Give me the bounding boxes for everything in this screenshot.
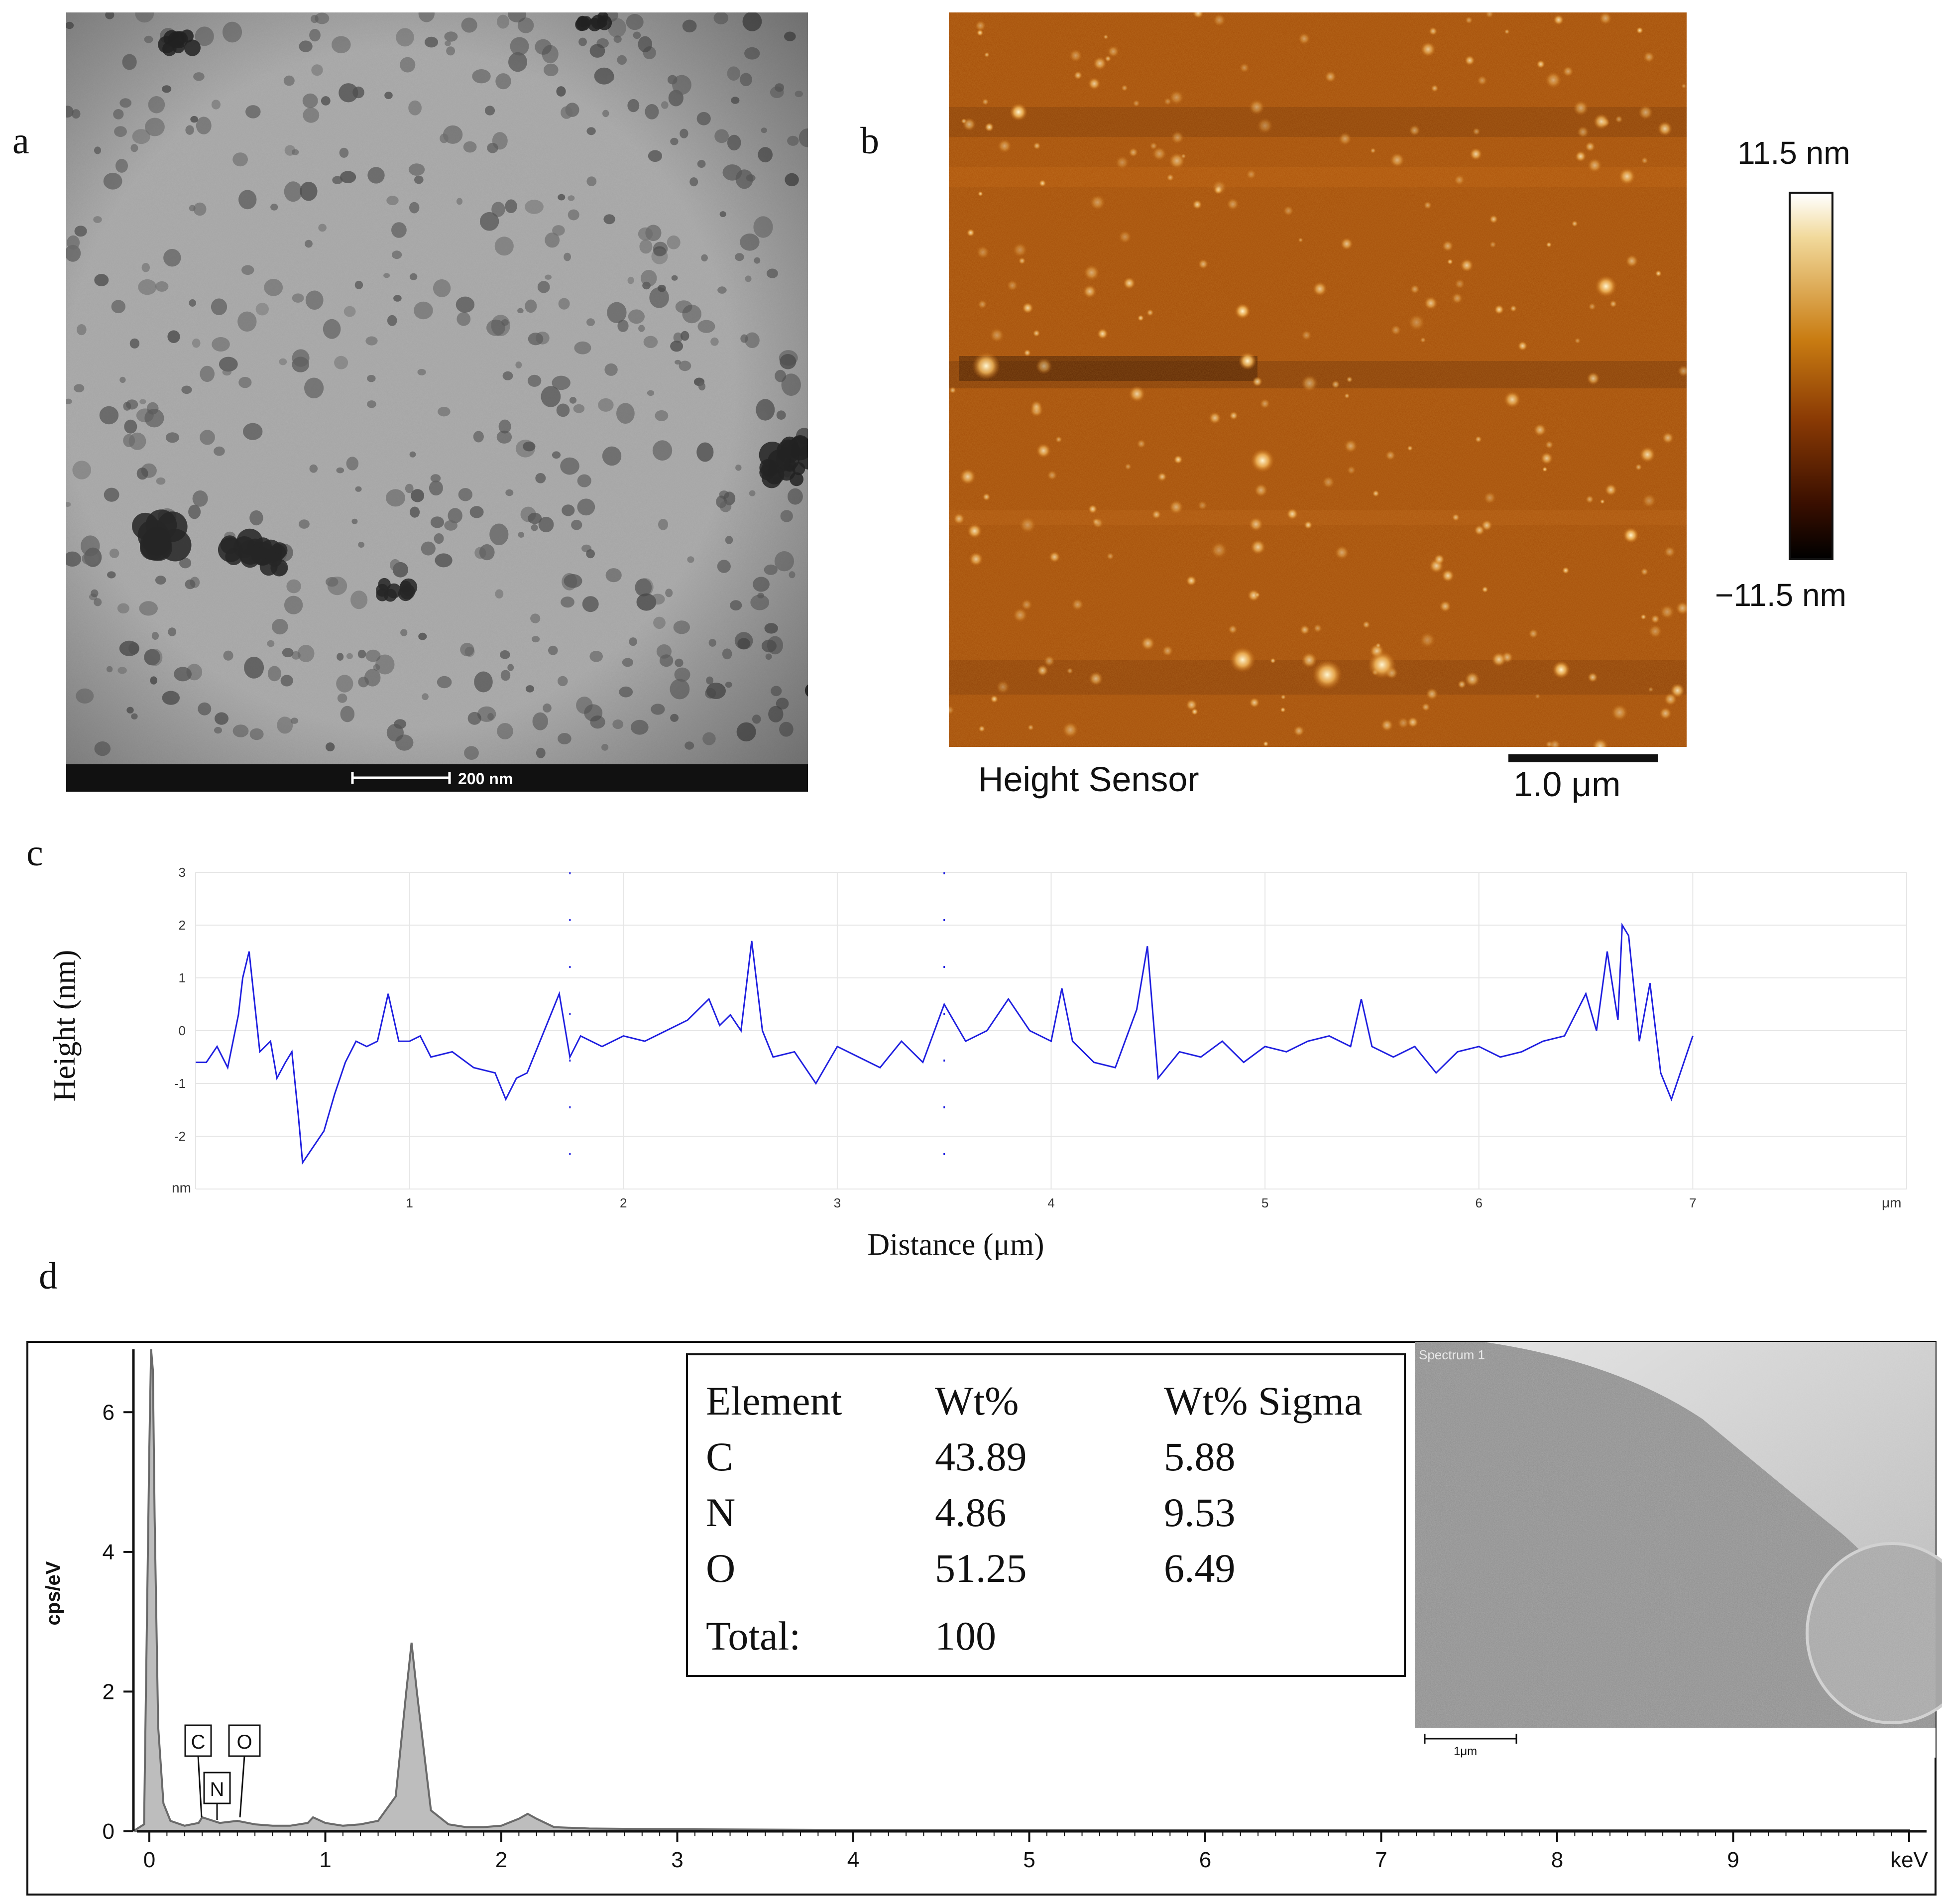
profile-x-unit: μm [1882,1195,1901,1210]
sem-scale-label: 1μm [1454,1745,1477,1758]
profile-x-tick-label: 1 [406,1195,413,1210]
tem-micrograph: 200 nm [66,12,808,792]
eds-x-tick-label: 6 [1199,1848,1211,1872]
panel-label-b: b [860,120,879,162]
panel-label-d: d [39,1255,58,1297]
table-row: C 43.89 5.88 [706,1429,1403,1485]
table-total-row: Total: 100 [706,1596,1403,1676]
profile-x-tick-label: 7 [1689,1195,1696,1210]
colorbar-max-label: 11.5 nm [1737,135,1850,171]
colorbar-min-label: −11.5 nm [1715,577,1846,613]
total-label: Total: [706,1613,801,1659]
table-row: N 4.86 9.53 [706,1485,1403,1541]
header-wt-sigma: Wt% Sigma [1164,1378,1363,1424]
eds-x-tick-label: 8 [1551,1848,1563,1872]
profile-x-tick-label: 2 [620,1195,627,1210]
eds-x-tick-label: 4 [847,1848,859,1872]
eds-x-tick-label: 2 [495,1848,507,1872]
cell-wt: 51.25 [935,1546,1027,1591]
afm-height-image [949,12,1687,747]
tem-scale-label: 200 nm [458,770,513,788]
panel-label-a: a [12,120,29,162]
peak-label-c: C [184,1724,212,1818]
header-wt: Wt% [935,1378,1019,1424]
svg-text:O: O [236,1731,252,1753]
cell-element: O [706,1546,736,1591]
eds-x-tick-label: 0 [143,1848,155,1872]
svg-text:C: C [191,1731,206,1753]
eds-y-tick-label: 2 [103,1679,114,1704]
sem-inset: Spectrum 1 1μm [1415,1342,1942,1758]
afm-channel-label: Height Sensor [978,760,1199,799]
profile-x-tick-label: 5 [1261,1195,1268,1210]
profile-y-tick-label: 0 [179,1023,186,1038]
table-row: O 51.25 6.49 [706,1541,1403,1596]
eds-y-axis-label: cps/eV [42,1561,64,1625]
sem-title: Spectrum 1 [1419,1347,1485,1362]
profile-line [196,923,1694,1165]
cell-wt: 4.86 [935,1490,1007,1535]
header-element: Element [706,1378,842,1424]
eds-spectrum-area [134,1349,1910,1832]
cell-element: C [706,1434,733,1479]
total-value: 100 [935,1613,996,1659]
profile-y-tick-label: -2 [174,1129,186,1144]
eds-y-tick-label: 6 [103,1400,114,1425]
profile-x-tick-label: 6 [1476,1195,1483,1210]
profile-y-axis-label: Height (nm) [48,950,82,1102]
panel-label-c: c [26,832,43,874]
cell-sigma: 6.49 [1164,1546,1236,1591]
height-profile-chart: 3 2 1 0 -1 -2 1 2 3 4 5 6 7 nm μm Height (nm) Dista… [48,865,1907,1260]
profile-x-tick-label: 3 [834,1195,841,1210]
profile-y-tick-label: -1 [174,1076,186,1091]
eds-x-tick-label: 9 [1727,1848,1739,1872]
peak-label-o: O [228,1724,261,1818]
cell-element: N [706,1490,736,1535]
profile-grid [195,872,1907,1190]
colorbar [1789,192,1833,560]
afm-scale-bar [1508,754,1658,762]
eds-x-tick-label: 5 [1023,1848,1035,1872]
profile-y-tick-label: 2 [179,918,186,933]
table-header-row: Element Wt% Wt% Sigma [706,1373,1403,1429]
peak-label-n: N [203,1772,231,1820]
profile-y-tick-label: 1 [179,970,186,985]
eds-x-tick-label: keV [1890,1848,1928,1872]
eds-y-tick-label: 4 [103,1540,114,1564]
profile-y-unit: nm [172,1180,191,1195]
svg-text:N: N [210,1779,225,1800]
profile-x-axis-label: Distance (μm) [867,1228,1044,1260]
profile-y-tick-label: 3 [179,865,186,880]
profile-x-tick-label: 4 [1047,1195,1054,1210]
cell-wt: 43.89 [935,1434,1027,1479]
eds-y-tick-label: 0 [103,1819,114,1844]
cell-sigma: 5.88 [1164,1434,1236,1479]
afm-scale-label: 1.0 μm [1513,765,1621,804]
eds-x-tick-label: 1 [319,1848,331,1872]
eds-x-tick-label: 7 [1375,1848,1387,1872]
eds-x-tick-label: 3 [671,1848,683,1872]
eds-composition-table: Element Wt% Wt% Sigma C 43.89 5.88 N 4.8… [686,1353,1406,1677]
cell-sigma: 9.53 [1164,1490,1236,1535]
